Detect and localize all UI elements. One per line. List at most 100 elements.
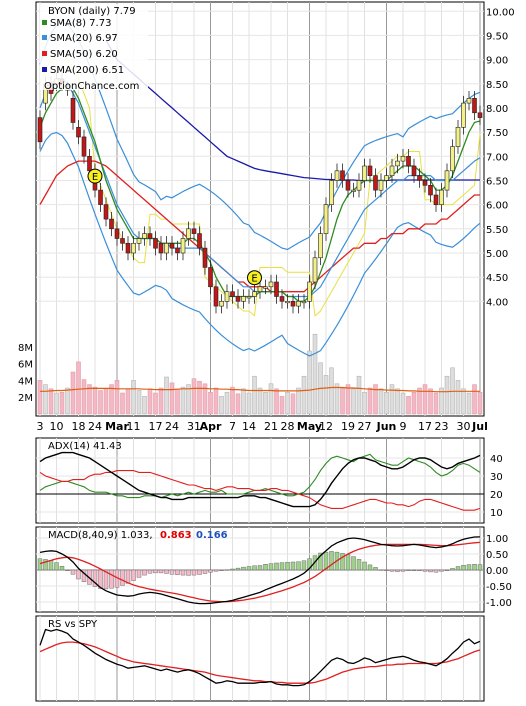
volume-bar [356, 375, 362, 415]
candle-body [477, 112, 483, 118]
candle-body [428, 185, 433, 196]
macd-histogram-bar [351, 556, 356, 571]
macd-histogram-bar [246, 566, 252, 571]
macd-histogram-bar [307, 558, 312, 571]
x-tick-label: Apr [200, 420, 222, 433]
macd-histogram-bar [450, 568, 455, 571]
macd-histogram-bar [439, 569, 444, 572]
candle-body [87, 156, 92, 172]
candle-body [439, 189, 444, 205]
x-tick-label: 24 [88, 420, 102, 433]
adx-line [39, 451, 481, 508]
volume-bar [340, 387, 345, 415]
volume-bar [43, 384, 48, 415]
volume-bar [290, 393, 296, 415]
volume-tick-label: 8M [18, 343, 33, 354]
volume-bar [65, 387, 70, 415]
candle-body [136, 238, 142, 244]
volume-bar [142, 396, 147, 415]
volume-bar [279, 396, 285, 415]
x-tick-label: 18 [72, 420, 86, 433]
macd-histogram-bar [70, 569, 76, 575]
volume-bar [268, 383, 274, 415]
macd-histogram-bar [279, 562, 285, 571]
volume-bar [202, 383, 208, 415]
candle-body [142, 233, 147, 239]
candle-body [252, 291, 257, 297]
volume-bar [54, 392, 59, 415]
candle-body [109, 218, 114, 230]
x-tick-label: 28 [281, 420, 295, 433]
candle-body [417, 175, 422, 181]
candle-body [103, 204, 109, 220]
macd-histogram-bar [92, 569, 98, 587]
candle-body [351, 189, 356, 192]
volume-bar [186, 384, 191, 415]
macd-histogram-bar [290, 561, 296, 571]
candle-body [180, 238, 186, 254]
earnings-marker-label: E [251, 274, 257, 285]
macd-histogram-bar [433, 569, 439, 573]
macd-histogram-bar [180, 569, 186, 576]
macd-histogram-bar [230, 568, 235, 571]
macd-histogram-bar [147, 569, 153, 574]
volume-bar [329, 367, 334, 415]
candle-body [290, 300, 296, 307]
candle-body [70, 98, 76, 123]
volume-bar [373, 384, 378, 415]
volume-bar [103, 388, 109, 415]
price-tick-label: 6.50 [486, 177, 508, 188]
candle-body [411, 165, 417, 176]
watermark: OptionChance.com [44, 81, 139, 92]
volume-bar [312, 333, 318, 415]
candle-body [279, 296, 285, 302]
macd-histogram-bar [378, 569, 384, 571]
volume-bar [323, 375, 329, 415]
x-tick-label: 17 [149, 420, 163, 433]
volume-bar [444, 375, 450, 415]
candle-body [373, 175, 378, 191]
macd-histogram-bar [131, 569, 136, 581]
volume-bar [274, 388, 279, 415]
volume-bar [76, 361, 81, 415]
macd-histogram-bar [411, 569, 417, 572]
candle-body [131, 243, 136, 254]
macd-histogram-bar [301, 560, 307, 571]
volume-bar [131, 380, 136, 415]
legend-sma50-label: SMA(50) 6.20 [50, 49, 118, 60]
macd-histogram-bar [389, 569, 395, 572]
chart-title: BYON (daily) 7.79 [48, 6, 136, 17]
macd-histogram-bar [54, 562, 59, 571]
earnings-marker [87, 168, 103, 184]
candle-body [433, 194, 439, 205]
candle-body [153, 238, 158, 249]
candle-body [219, 300, 224, 307]
macd-histogram-bar [455, 566, 461, 571]
x-tick-label: 12 [319, 420, 333, 433]
candle-body [312, 257, 318, 283]
candle-body [230, 291, 235, 297]
volume-bar [285, 391, 290, 415]
candle-body [191, 228, 197, 234]
macd-histogram-bar [142, 569, 147, 576]
x-tick-label: 31 [187, 420, 201, 433]
x-tick-label: Mar [105, 420, 129, 433]
candle-body [224, 291, 230, 302]
macd-histogram-bar [43, 559, 48, 571]
candle-body [268, 281, 274, 288]
macd-histogram-bar [406, 569, 411, 572]
macd-histogram-bar [76, 569, 81, 580]
volume-bar [301, 375, 307, 415]
legend-sma8-label: SMA(8) 7.73 [50, 18, 111, 29]
volume-bar [461, 388, 466, 415]
candle-body [197, 233, 202, 249]
candle-body [296, 300, 301, 307]
candle-body [274, 281, 279, 297]
earnings-marker [247, 270, 262, 286]
price-tick-label: 4.00 [486, 297, 508, 308]
volume-bar [191, 378, 197, 415]
candle-body [422, 180, 428, 186]
macd-histogram-bar [186, 569, 191, 576]
macd-histogram-bar [274, 562, 279, 571]
